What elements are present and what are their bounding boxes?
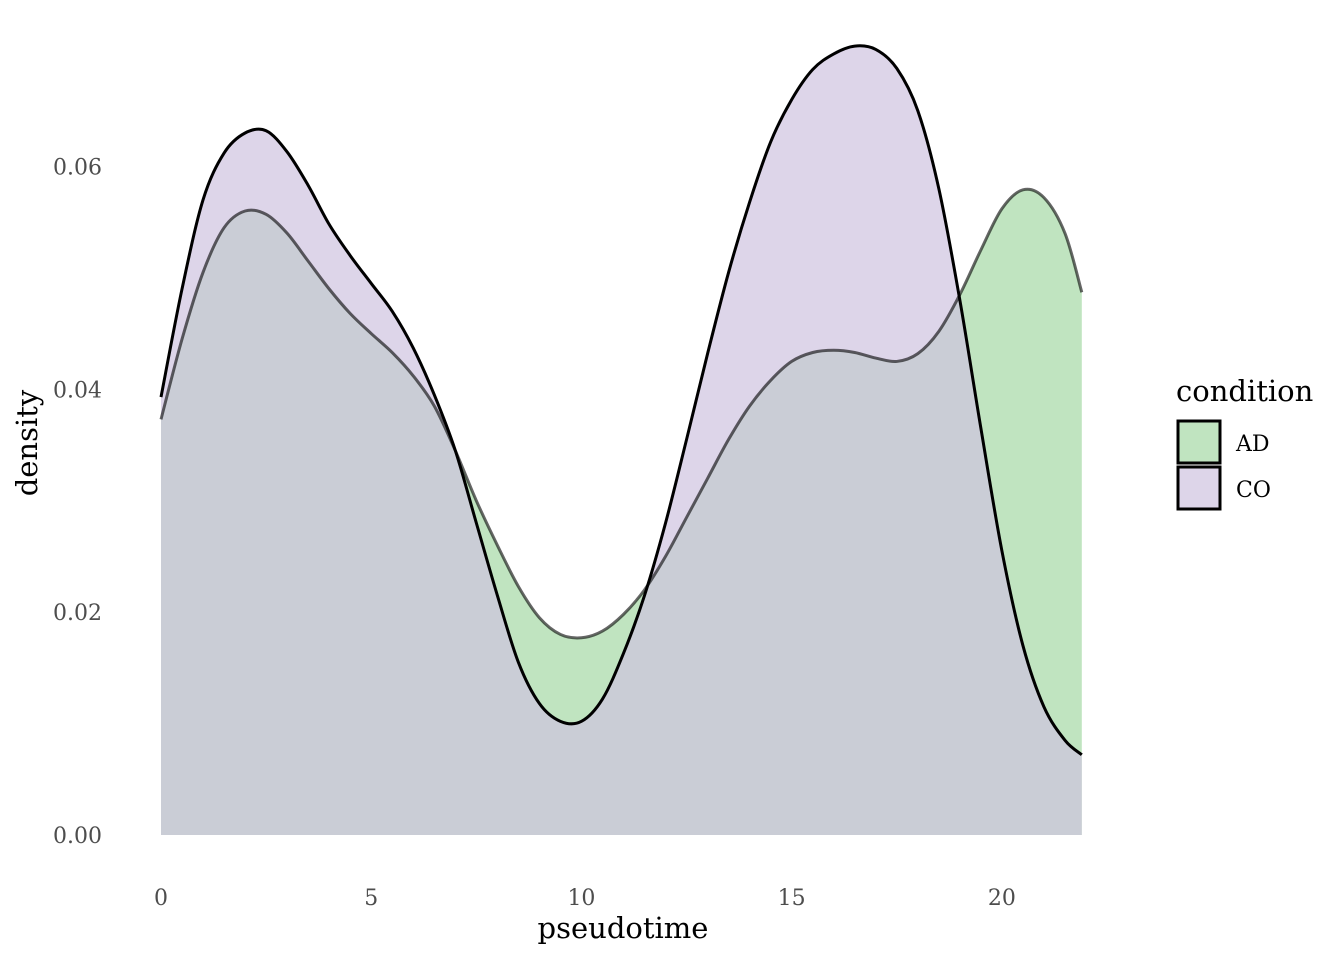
legend-label-co: CO (1236, 478, 1271, 503)
legend-key-ad (1176, 419, 1222, 465)
x-tick-label: 10 (567, 886, 595, 911)
x-axis-ticks: 0 5 10 15 20 (154, 886, 1016, 911)
legend-label-ad: AD (1235, 432, 1270, 457)
legend-title: condition (1176, 374, 1313, 408)
x-tick-label: 15 (778, 886, 806, 911)
y-tick-label: 0.02 (53, 601, 102, 626)
density-outlines (159, 44, 1084, 756)
y-tick-label: 0.04 (53, 378, 102, 403)
density-line-ad (159, 187, 1084, 640)
y-tick-label: 0.06 (53, 155, 102, 180)
y-tick-label: 0.00 (53, 824, 102, 849)
x-axis-title: pseudotime (538, 911, 709, 945)
density-areas (161, 45, 1082, 836)
y-axis-title: density (10, 389, 44, 496)
legend: condition AD CO (1176, 374, 1313, 511)
x-tick-label: 5 (364, 886, 378, 911)
y-axis-ticks: 0.00 0.02 0.04 0.06 (53, 155, 102, 849)
density-area-co (161, 45, 1082, 836)
x-tick-label: 20 (988, 886, 1016, 911)
density-line-co (159, 44, 1083, 756)
x-tick-label: 0 (154, 886, 168, 911)
legend-key-co (1176, 465, 1222, 511)
